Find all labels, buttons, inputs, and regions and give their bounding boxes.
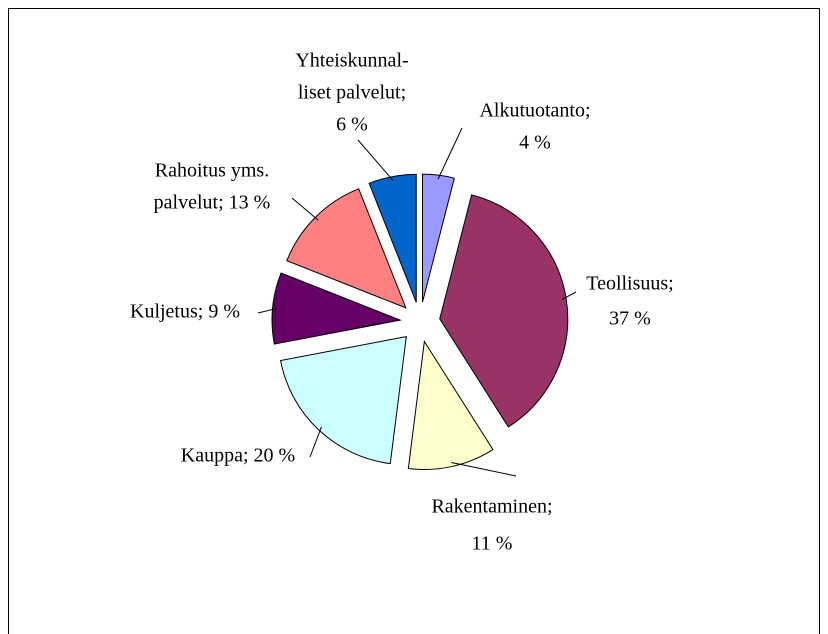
data-label: palvelut; 13 % — [154, 192, 271, 214]
chart-frame — [8, 8, 820, 634]
leader-line — [357, 139, 394, 181]
data-label: 4 % — [519, 132, 551, 154]
pie-slice — [279, 335, 407, 465]
data-label: Teollisuus; — [586, 273, 674, 295]
data-label: Alkutuotanto; — [479, 100, 590, 122]
pie-slice — [368, 173, 417, 303]
data-label: 6 % — [336, 114, 368, 136]
pie-slice — [407, 340, 494, 471]
leader-line — [309, 426, 322, 458]
pie-slice — [422, 173, 455, 303]
leader-line — [451, 462, 517, 477]
data-label: Kauppa; 20 % — [181, 445, 295, 467]
data-label: 11 % — [472, 533, 513, 555]
data-label: liset palvelut; — [298, 82, 406, 104]
leader-line — [561, 291, 577, 300]
leader-line — [291, 197, 319, 221]
pie-slice — [271, 272, 402, 345]
pie-slice — [439, 194, 569, 428]
data-label: Kuljetus; 9 % — [130, 301, 240, 323]
leader-line — [257, 307, 277, 314]
data-label: 37 % — [609, 308, 651, 330]
leader-line — [437, 127, 463, 180]
data-label: Rakentaminen; — [431, 496, 552, 518]
data-label: Yhteiskunnal- — [295, 50, 408, 72]
data-label: Rahoitus yms. — [155, 160, 269, 182]
